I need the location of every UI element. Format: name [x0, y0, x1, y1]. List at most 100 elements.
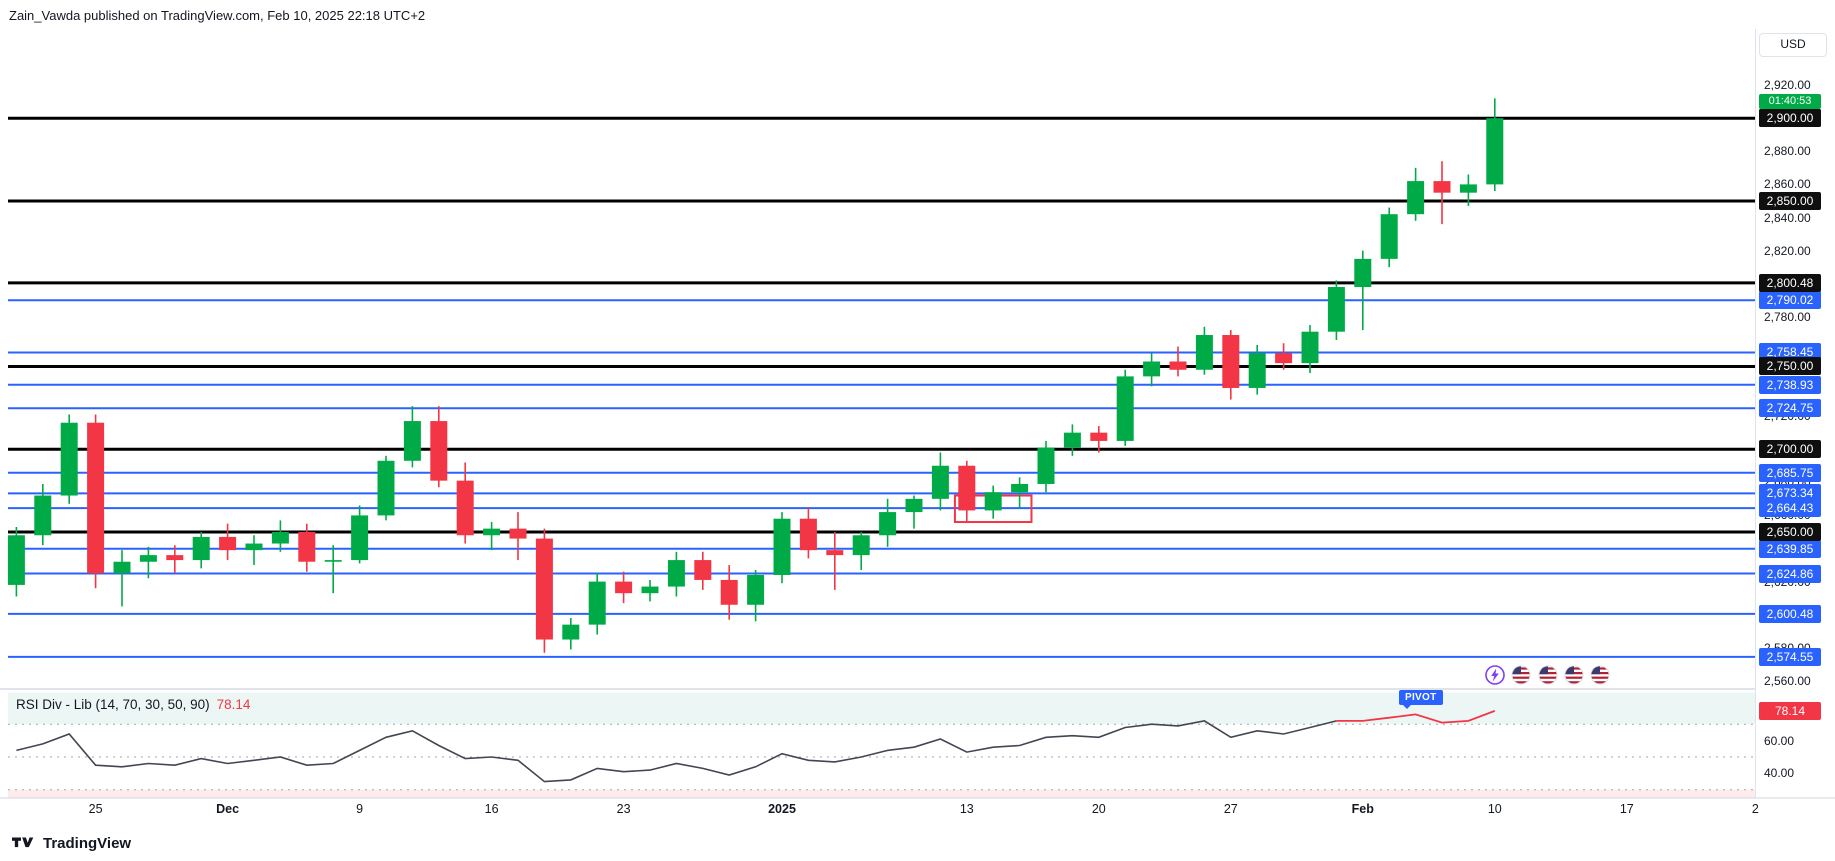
time-axis-label: 24	[1751, 802, 1759, 816]
price-level-badge-black: 2,900.00	[1759, 109, 1821, 128]
price-level-badge-blue: 2,639.85	[1759, 539, 1821, 558]
candle-body	[694, 560, 712, 580]
candle-body	[1433, 181, 1451, 193]
price-level-badge-blue: 2,624.86	[1759, 564, 1821, 583]
price-tick-label: 2,780.00	[1764, 309, 1811, 324]
price-level-badge-blue: 2,685.75	[1759, 463, 1821, 482]
rsi-indicator-title[interactable]: RSI Div - Lib (14, 70, 30, 50, 90) 78.14	[16, 697, 250, 712]
price-level-badge-blue: 2,758.45	[1759, 343, 1821, 362]
candle-body	[1116, 376, 1134, 441]
candle-countdown-badge: 01:40:53	[1759, 94, 1821, 109]
candle-body	[1380, 214, 1398, 259]
candle-body	[456, 480, 474, 536]
time-axis-label: 25	[88, 802, 103, 816]
candle-body	[615, 581, 633, 594]
candle-body	[931, 465, 949, 499]
candle-body	[879, 512, 897, 536]
candle-body	[166, 555, 184, 561]
candle-body	[984, 492, 1002, 511]
time-axis-label: 9	[356, 802, 364, 816]
candle-body	[562, 624, 580, 640]
candle-body	[720, 579, 738, 605]
candle-body	[298, 531, 316, 562]
tradingview-logo-icon	[12, 837, 34, 848]
candle-body	[139, 555, 157, 562]
time-axis-label: 16	[484, 802, 499, 816]
price-level-badge-blue: 2,738.93	[1759, 375, 1821, 394]
candle-body	[1011, 483, 1029, 493]
candle-body	[1063, 432, 1081, 448]
pivot-annotation-label[interactable]: PIVOT	[1399, 690, 1443, 709]
price-level-badge-black: 2,750.00	[1759, 357, 1821, 376]
price-tick-label: 2,880.00	[1764, 144, 1811, 159]
candle-body	[403, 421, 421, 461]
time-axis-label: 23	[616, 802, 631, 816]
rsi-axis-label: 60.00	[1764, 733, 1795, 748]
candle-body	[271, 531, 289, 544]
price-level-badge-blue: 2,664.43	[1759, 499, 1821, 518]
us-economic-event-flag-icon[interactable]	[1564, 665, 1584, 685]
rsi-line-red-segment	[1336, 710, 1496, 724]
rsi-overbought-zone	[8, 692, 1756, 725]
candle-body	[245, 543, 263, 551]
tradingview-logo[interactable]: TradingView	[12, 835, 131, 852]
price-tick-label: 2,560.00	[1764, 673, 1811, 688]
time-axis-label: Feb	[1351, 802, 1374, 816]
time-axis-label: 2025	[768, 802, 796, 816]
time-axis-label: 20	[1091, 802, 1106, 816]
candle-body	[60, 422, 78, 496]
candle-body	[1327, 287, 1345, 332]
candle-body	[324, 560, 342, 562]
price-level-badge-black: 2,650.00	[1759, 522, 1821, 541]
candle-body	[905, 498, 923, 513]
candle-body	[377, 460, 395, 516]
candle-body	[852, 535, 870, 556]
us-economic-event-flag-icon[interactable]	[1511, 665, 1531, 685]
candle-body	[1459, 184, 1477, 193]
candle-body	[1090, 432, 1108, 441]
candle-body	[1354, 258, 1372, 288]
candle-body	[535, 538, 553, 640]
candle-body	[87, 422, 105, 574]
candle-body	[1037, 447, 1055, 484]
price-level-badge-blue: 2,724.75	[1759, 399, 1821, 418]
candle-body	[1195, 335, 1213, 370]
candle-body	[1301, 331, 1319, 364]
tradingview-logo-text: TradingView	[43, 835, 132, 852]
rsi-title-text: RSI Div - Lib (14, 70, 30, 50, 90)	[16, 697, 210, 712]
candle-body	[7, 535, 25, 585]
candle-body	[1275, 353, 1293, 364]
candle-body	[958, 465, 976, 511]
price-tick-label: 2,820.00	[1764, 243, 1811, 258]
lightning-event-icon[interactable]	[1484, 665, 1505, 685]
currency-usd-button[interactable]: USD	[1759, 33, 1827, 57]
time-axis[interactable]: 25 Dec 9 16 23 2025 13 20 27 Feb 10 17 24	[0, 799, 1759, 821]
rsi-oversold-zone	[8, 789, 1756, 798]
candle-body	[1486, 118, 1504, 185]
price-level-badge-blue: 2,790.02	[1759, 291, 1821, 310]
price-level-badge-black: 2,700.00	[1759, 440, 1821, 459]
us-economic-event-flag-icon[interactable]	[1538, 665, 1558, 685]
us-economic-event-flag-icon[interactable]	[1590, 665, 1610, 685]
time-axis-label: 13	[959, 802, 974, 816]
attribution-text: Zain_Vawda published on TradingView.com,…	[9, 8, 426, 23]
candle-body	[1222, 335, 1240, 388]
price-tick-label: 2,860.00	[1764, 177, 1811, 192]
price-tick-label: 2,920.00	[1764, 78, 1811, 93]
time-axis-label: 17	[1619, 802, 1634, 816]
candle-body	[219, 536, 237, 551]
candle-body	[509, 528, 527, 539]
candle-body	[34, 495, 52, 536]
price-level-badge-blue: 2,673.34	[1759, 484, 1821, 503]
price-tick-label: 2,840.00	[1764, 210, 1811, 225]
candle-body	[667, 560, 685, 587]
candle-body	[1407, 181, 1425, 215]
candle-body	[588, 581, 606, 625]
candle-body	[113, 561, 131, 574]
price-level-badge-blue: 2,574.55	[1759, 647, 1821, 666]
candle-body	[773, 518, 791, 575]
rsi-value-badge: 78.14	[1759, 701, 1821, 720]
rsi-current-value: 78.14	[216, 697, 251, 712]
candle-body	[192, 536, 210, 561]
